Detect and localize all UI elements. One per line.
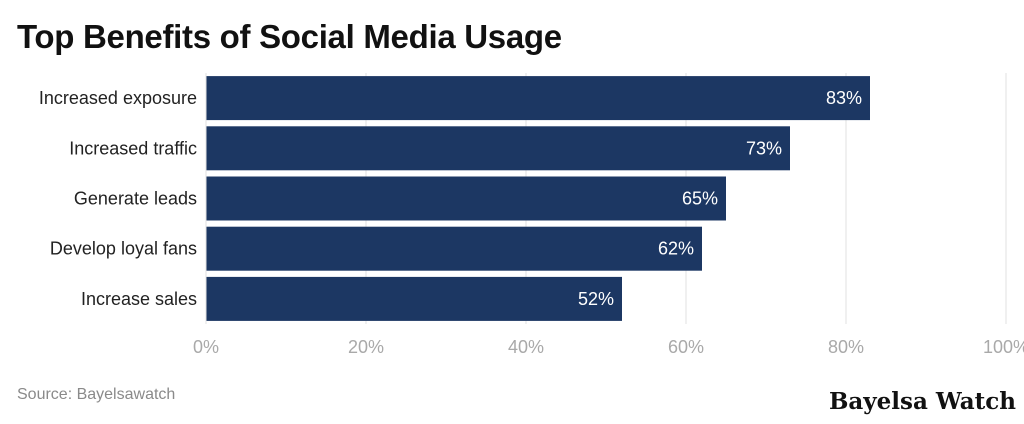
x-tick-label: 100% bbox=[983, 337, 1024, 357]
x-tick-label: 20% bbox=[348, 337, 384, 357]
category-label: Increased traffic bbox=[69, 138, 197, 158]
x-tick-label: 80% bbox=[828, 337, 864, 357]
x-tick-label: 40% bbox=[508, 337, 544, 357]
bar bbox=[206, 126, 790, 171]
value-label: 62% bbox=[658, 239, 694, 259]
value-label: 52% bbox=[578, 289, 614, 309]
x-tick-label: 0% bbox=[193, 337, 219, 357]
source-note: Source: Bayelsawatch bbox=[17, 386, 176, 403]
bar bbox=[206, 176, 726, 221]
bar bbox=[206, 226, 702, 271]
category-label: Develop loyal fans bbox=[50, 239, 197, 259]
bar bbox=[206, 276, 622, 321]
x-tick-label: 60% bbox=[668, 337, 704, 357]
value-label: 65% bbox=[682, 189, 718, 209]
value-label: 83% bbox=[826, 88, 862, 108]
chart-title: Top Benefits of Social Media Usage bbox=[17, 18, 562, 55]
bar bbox=[206, 76, 870, 121]
brand-logo: Bayelsa Watch bbox=[828, 388, 1016, 415]
category-label: Increase sales bbox=[81, 289, 197, 309]
category-label: Increased exposure bbox=[39, 88, 197, 108]
category-label: Generate leads bbox=[74, 189, 197, 209]
value-label: 73% bbox=[746, 138, 782, 158]
